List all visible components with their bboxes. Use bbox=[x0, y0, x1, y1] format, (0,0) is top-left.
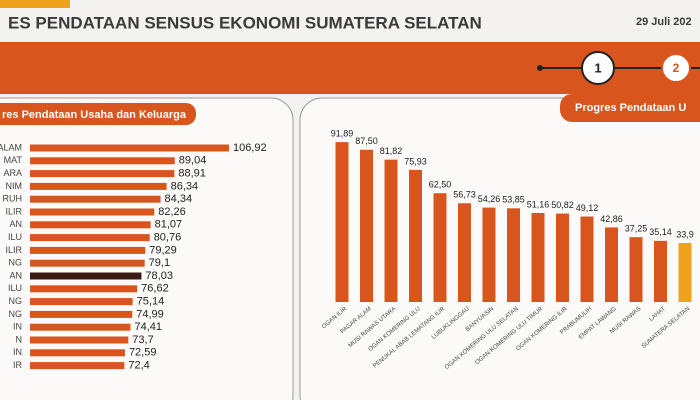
y-tick-label: AN bbox=[9, 270, 22, 280]
data-label: 37,25 bbox=[625, 224, 648, 234]
y-tick-label: MAT bbox=[4, 155, 23, 165]
bar bbox=[335, 142, 349, 302]
y-tick-label: AN bbox=[9, 219, 22, 229]
bar bbox=[482, 207, 496, 302]
y-tick-label: ILU bbox=[8, 283, 22, 293]
date: 29 Juli 202 bbox=[636, 16, 692, 28]
bar bbox=[654, 240, 667, 302]
data-label: 84,34 bbox=[165, 193, 193, 205]
data-label: 74,99 bbox=[136, 308, 164, 320]
y-tick-label: ALAM bbox=[0, 142, 22, 152]
data-label: 73,7 bbox=[132, 334, 153, 346]
data-label: 89,04 bbox=[179, 155, 207, 167]
step-circle[interactable] bbox=[581, 51, 615, 85]
data-label: 56,73 bbox=[453, 190, 476, 200]
y-tick-label: NIM bbox=[6, 181, 23, 191]
data-label: 88,91 bbox=[178, 168, 206, 180]
data-label: 106,92 bbox=[233, 142, 267, 154]
step-label[interactable]: 2 bbox=[673, 61, 680, 75]
bar bbox=[30, 285, 138, 293]
y-tick-label: RUH bbox=[3, 194, 23, 204]
data-label: 86,34 bbox=[171, 180, 199, 192]
bar bbox=[30, 182, 167, 190]
marks: ALAM 106,92 MAT 89,04 ARA 88,91 NIM 86,34 RUH 84,… bbox=[0, 128, 694, 371]
bar bbox=[30, 272, 142, 280]
bar bbox=[605, 227, 618, 302]
y-tick-label: IN bbox=[13, 347, 22, 357]
top-accent bbox=[0, 0, 70, 8]
bar bbox=[30, 336, 129, 344]
y-tick-label: ILU bbox=[8, 232, 22, 242]
data-label: 87,50 bbox=[355, 136, 378, 146]
data-label: 53,85 bbox=[502, 195, 525, 205]
bar bbox=[556, 213, 569, 302]
bar bbox=[433, 193, 447, 302]
data-label: 72,4 bbox=[128, 360, 149, 372]
page-title: ES PENDATAAN SENSUS EKONOMI SUMATERA SEL… bbox=[8, 13, 482, 32]
bar bbox=[678, 243, 692, 302]
bar bbox=[580, 216, 594, 302]
left-panel-title-pill bbox=[0, 103, 196, 125]
bar bbox=[507, 208, 520, 302]
left-chart-title: res Pendataan Usaha dan Keluarga bbox=[2, 109, 187, 121]
data-label: 74,41 bbox=[134, 321, 162, 333]
data-label: 75,14 bbox=[137, 296, 165, 308]
bar bbox=[458, 203, 471, 302]
data-label: 79,29 bbox=[149, 244, 177, 256]
y-tick-label: N bbox=[16, 334, 23, 344]
bar bbox=[30, 298, 133, 306]
y-tick-label: IN bbox=[13, 322, 22, 332]
bar bbox=[30, 157, 175, 165]
y-tick-label: NG bbox=[9, 309, 23, 319]
bar bbox=[30, 310, 133, 318]
bar bbox=[629, 237, 643, 302]
data-label: 78,03 bbox=[145, 270, 173, 282]
data-label: 51,16 bbox=[527, 199, 550, 209]
bar bbox=[384, 159, 398, 302]
y-tick-label: ARA bbox=[3, 168, 22, 178]
right-panel bbox=[299, 97, 700, 400]
bar bbox=[30, 195, 161, 203]
data-label: 79,1 bbox=[149, 257, 170, 269]
bar bbox=[30, 349, 125, 357]
y-tick-label: NG bbox=[9, 296, 23, 306]
bar bbox=[30, 144, 229, 152]
step-label[interactable]: 1 bbox=[594, 60, 601, 75]
y-tick-label: ILIR bbox=[5, 206, 22, 216]
data-label: 75,93 bbox=[404, 156, 427, 166]
bar bbox=[30, 259, 145, 267]
bar bbox=[30, 208, 155, 216]
bar bbox=[30, 170, 175, 178]
bar bbox=[360, 149, 373, 302]
y-tick-label: ILIR bbox=[5, 245, 22, 255]
data-label: 82,26 bbox=[158, 206, 186, 218]
data-label: 81,82 bbox=[380, 146, 403, 156]
right-chart-title: Progres Pendataan U bbox=[575, 102, 686, 114]
data-label: 81,07 bbox=[155, 219, 183, 231]
data-label: 33,9 bbox=[676, 229, 694, 239]
data-label: 62,50 bbox=[429, 180, 452, 190]
bar bbox=[30, 362, 125, 370]
data-label: 54,26 bbox=[478, 194, 501, 204]
data-label: 80,76 bbox=[154, 232, 182, 244]
y-tick-label: IR bbox=[13, 360, 23, 370]
data-label: 35,14 bbox=[649, 227, 672, 237]
data-label: 76,62 bbox=[141, 283, 169, 295]
bar bbox=[30, 221, 151, 229]
data-label: 49,12 bbox=[576, 203, 599, 213]
data-label: 72,59 bbox=[129, 347, 157, 359]
step-circle[interactable] bbox=[661, 53, 691, 83]
bar bbox=[409, 169, 422, 302]
right-panel-title-pill bbox=[560, 94, 700, 122]
data-label: 42,86 bbox=[600, 214, 623, 224]
y-tick-label: NG bbox=[9, 258, 23, 268]
data-label: 91,89 bbox=[331, 128, 354, 138]
bar bbox=[531, 212, 545, 302]
bar bbox=[30, 246, 146, 254]
data-label: 50,82 bbox=[551, 200, 574, 210]
step-dot bbox=[537, 65, 543, 71]
bar bbox=[30, 323, 131, 331]
bar bbox=[30, 234, 150, 242]
